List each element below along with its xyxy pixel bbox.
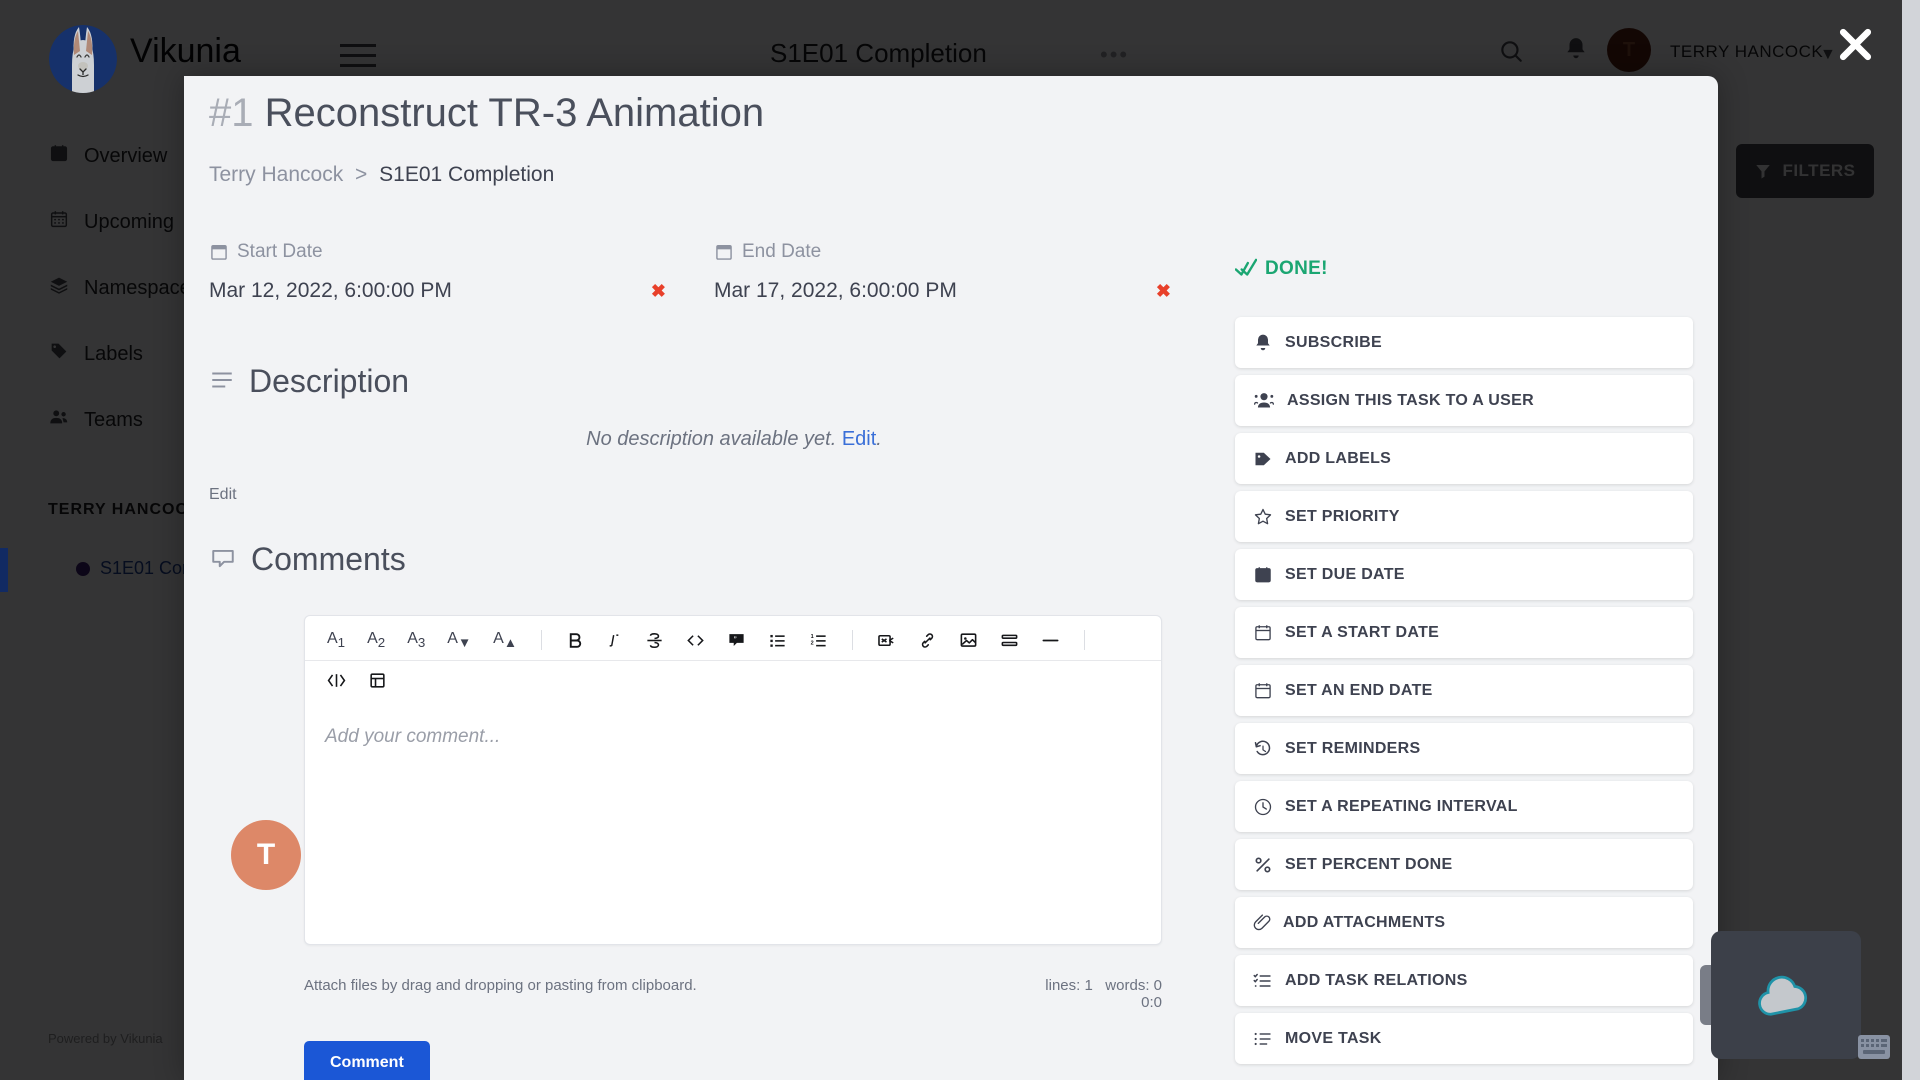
svg-text:1: 1 (811, 634, 814, 640)
svg-text:2: 2 (811, 640, 814, 646)
svg-text:”: ” (734, 635, 737, 642)
